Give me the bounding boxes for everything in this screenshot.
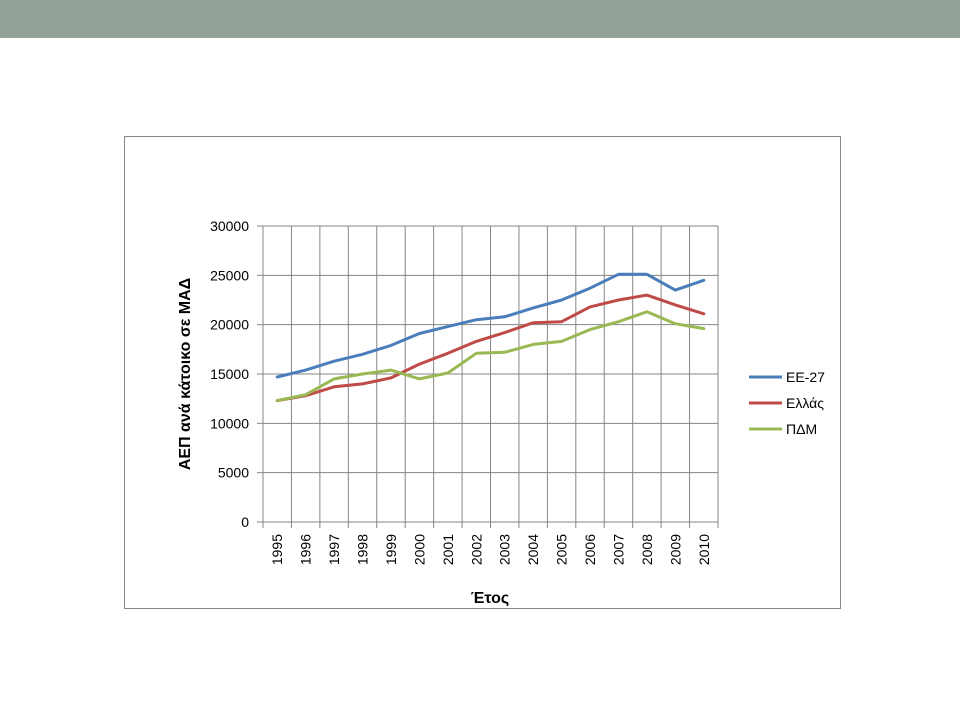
x-tick-label: 2000 [411, 534, 427, 565]
x-tick-label: 2001 [440, 534, 456, 565]
x-tick-label: 1999 [383, 534, 399, 565]
x-tick-label: 1996 [298, 534, 314, 565]
x-tick-label: 1998 [355, 534, 371, 565]
x-axis-title: Έτος [471, 590, 509, 607]
x-tick-label: 1997 [326, 534, 342, 565]
header-band [0, 0, 960, 38]
x-tick-label: 2007 [610, 534, 626, 565]
y-tick-label: 15000 [210, 366, 249, 382]
x-tick-label: 2003 [497, 534, 513, 565]
legend-label: ΠΔΜ [786, 421, 817, 437]
legend: ΕΕ-27 Ελλάς ΠΔΜ [749, 369, 825, 437]
x-tick-label: 2006 [582, 534, 598, 565]
x-tick-label: 2005 [554, 534, 570, 565]
x-tick-label: 2008 [639, 534, 655, 565]
legend-label: ΕΕ-27 [786, 369, 825, 385]
series-line-2 [275, 293, 706, 403]
series-line-1 [275, 272, 706, 379]
y-tick-label: 20000 [210, 317, 249, 333]
series-line-3 [275, 310, 706, 403]
x-tick-label: 2004 [525, 534, 541, 565]
y-tick-label: 10000 [210, 415, 249, 431]
y-tick-label: 5000 [218, 465, 249, 481]
y-tick-label: 0 [241, 514, 249, 530]
x-tick-label: 1995 [269, 534, 285, 565]
x-tick-label: 2009 [667, 534, 683, 565]
chart-frame: 0 5000 10000 15000 20000 25000 30000 1995 1996 1… [124, 136, 841, 609]
y-axis-title: ΑΕΠ ανά κάτοικο σε ΜΑΔ [177, 278, 194, 470]
legend-label: Ελλάς [786, 395, 824, 411]
x-tick-label: 2002 [468, 534, 484, 565]
x-tick-label: 2010 [696, 534, 712, 565]
line-chart: 0 5000 10000 15000 20000 25000 30000 1995 1996 1… [177, 218, 825, 607]
y-tick-label: 25000 [210, 267, 249, 283]
y-tick-label: 30000 [210, 218, 249, 234]
